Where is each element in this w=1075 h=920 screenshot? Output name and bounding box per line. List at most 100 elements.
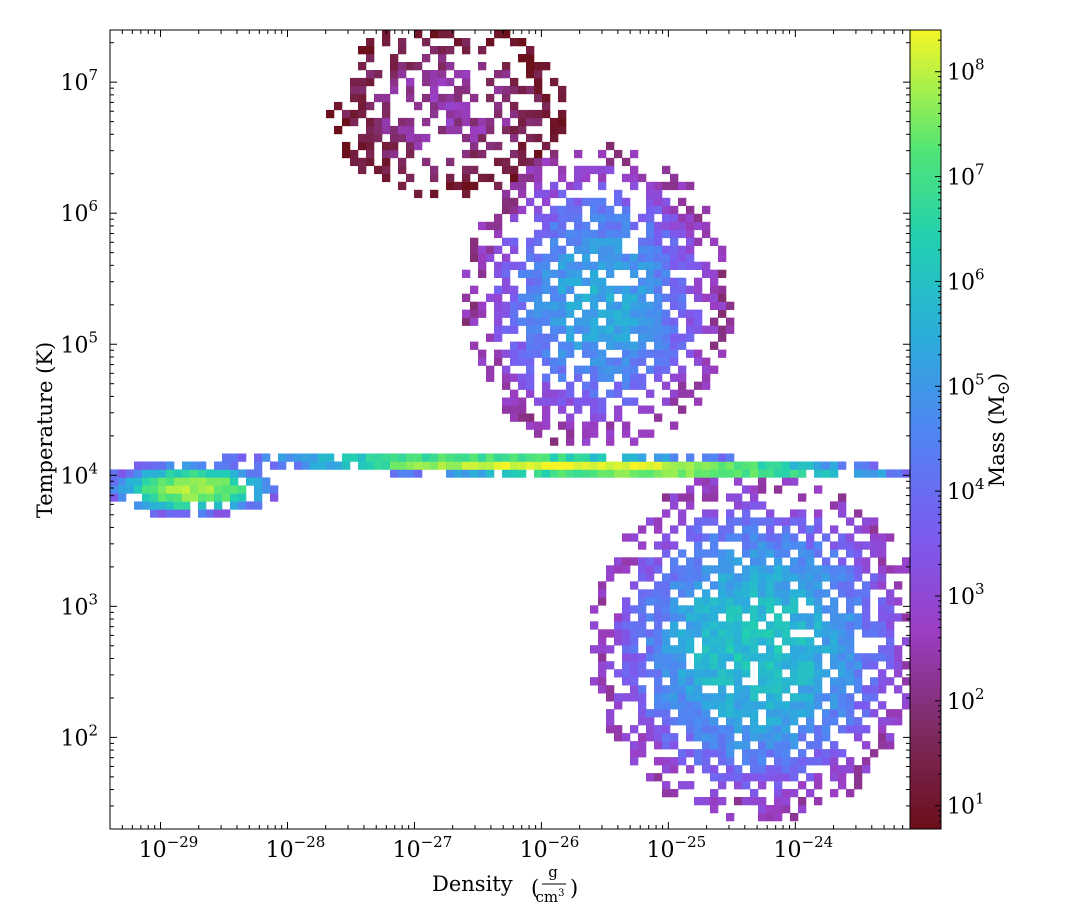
heatmap-cell (622, 253, 631, 262)
heatmap-cell (670, 629, 679, 638)
heatmap-cell (790, 717, 799, 726)
heatmap-cell (550, 213, 559, 223)
heatmap-cell (750, 733, 759, 742)
heatmap-cell (614, 565, 623, 574)
heatmap-cell (654, 269, 663, 278)
heatmap-cell (702, 533, 711, 542)
heatmap-cells (110, 30, 910, 822)
heatmap-cell (406, 173, 415, 183)
heatmap-cell (502, 285, 511, 294)
heatmap-cell (670, 669, 679, 678)
heatmap-cell (590, 349, 599, 358)
heatmap-cell (606, 221, 615, 231)
heatmap-cell (558, 253, 567, 262)
heatmap-cell (710, 517, 719, 526)
heatmap-cell (342, 453, 351, 462)
heatmap-cell (486, 117, 495, 127)
heatmap-cell (414, 101, 423, 111)
heatmap-cell (742, 661, 751, 670)
heatmap-cell (734, 701, 743, 710)
heatmap-cell (446, 30, 455, 39)
heatmap-cell (646, 613, 655, 622)
heatmap-cell (862, 701, 871, 710)
heatmap-cell (614, 629, 623, 638)
heatmap-cell (854, 469, 863, 478)
heatmap-cell (774, 645, 783, 654)
heatmap-cell (470, 285, 479, 294)
heatmap-cell (670, 213, 679, 223)
heatmap-cell (846, 637, 855, 646)
heatmap-cell (854, 557, 863, 566)
heatmap-cell (742, 637, 751, 646)
heatmap-cell (582, 325, 591, 334)
heatmap-cell (726, 533, 735, 542)
heatmap-cell (614, 229, 623, 239)
heatmap-cell (406, 453, 415, 462)
heatmap-cell (630, 645, 639, 654)
heatmap-cell (782, 765, 791, 774)
heatmap-cell (878, 597, 887, 606)
heatmap-cell (630, 309, 639, 318)
heatmap-cell (734, 573, 743, 582)
heatmap-cell (470, 301, 479, 310)
heatmap-cell (558, 213, 567, 223)
heatmap-cell (654, 605, 663, 614)
heatmap-cell (382, 125, 391, 135)
heatmap-cell (510, 77, 519, 87)
heatmap-cell (662, 605, 671, 614)
heatmap-cell (614, 357, 623, 366)
heatmap-cell (702, 461, 711, 470)
heatmap-cell (782, 661, 791, 670)
heatmap-cell (190, 493, 199, 502)
heatmap-cell (494, 333, 503, 342)
heatmap-cell (526, 62, 535, 71)
heatmap-cell (510, 373, 519, 382)
heatmap-cell (614, 189, 623, 199)
heatmap-cell (486, 38, 495, 47)
heatmap-cell (462, 165, 471, 175)
heatmap-cell (646, 557, 655, 566)
heatmap-cell (598, 637, 607, 646)
heatmap-cell (902, 701, 910, 710)
heatmap-cell (830, 789, 839, 798)
heatmap-cell (710, 749, 719, 758)
heatmap-cell (894, 685, 903, 694)
heatmap-cell (542, 62, 551, 71)
heatmap-cell (438, 125, 447, 135)
heatmap-cell (622, 469, 631, 478)
heatmap-cell (766, 637, 775, 646)
heatmap-cell (702, 621, 711, 630)
heatmap-cell (638, 661, 647, 670)
heatmap-cell (854, 733, 863, 742)
heatmap-cell (638, 253, 647, 262)
heatmap-cell (798, 525, 807, 534)
heatmap-cell (678, 677, 687, 686)
heatmap-cell (406, 141, 415, 151)
heatmap-cell (718, 309, 727, 318)
heatmap-cell (494, 293, 503, 302)
heatmap-cell (822, 557, 831, 566)
heatmap-cell (670, 653, 679, 662)
heatmap-cell (462, 189, 471, 199)
heatmap-cell (638, 453, 647, 462)
heatmap-cell (870, 749, 879, 758)
heatmap-cell (262, 485, 271, 494)
heatmap-cell (814, 509, 823, 518)
heatmap-cell (830, 637, 839, 646)
heatmap-cell (854, 781, 863, 790)
heatmap-cell (758, 557, 767, 566)
heatmap-cell (598, 293, 607, 302)
heatmap-cell (766, 461, 775, 470)
heatmap-cell (598, 653, 607, 662)
heatmap-cell (902, 565, 910, 574)
heatmap-cell (670, 277, 679, 286)
heatmap-cell (742, 597, 751, 606)
heatmap-cell (766, 645, 775, 654)
heatmap-cell (518, 341, 527, 350)
heatmap-cell (726, 757, 735, 766)
heatmap-cell (886, 629, 895, 638)
heatmap-cell (150, 477, 159, 486)
heatmap-cell (614, 325, 623, 334)
heatmap-cell (478, 117, 487, 127)
heatmap-cell (742, 573, 751, 582)
